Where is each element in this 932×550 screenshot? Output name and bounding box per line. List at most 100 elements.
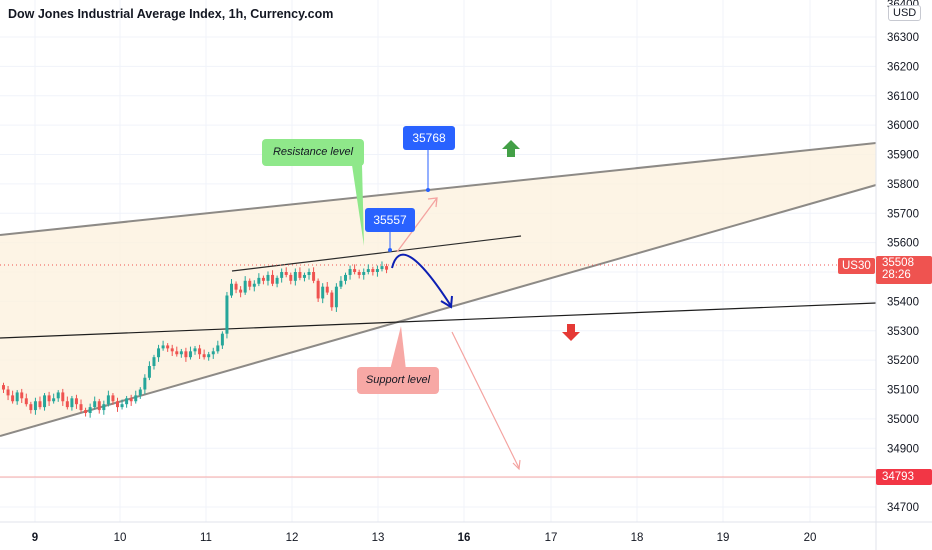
resistance-level-callout[interactable]: Resistance level	[262, 139, 364, 166]
candle-body	[147, 366, 151, 378]
candle-body	[316, 280, 320, 299]
candle-body	[230, 283, 233, 296]
price-tick-label: 35000	[887, 414, 919, 426]
candle-body	[353, 269, 357, 272]
candle-body	[179, 351, 183, 355]
candle-body	[330, 292, 334, 308]
candle-body	[198, 348, 202, 355]
support-level-callout[interactable]: Support level	[357, 367, 439, 394]
candle-body	[143, 377, 147, 390]
candle-body	[321, 286, 325, 299]
price-tick-label: 34900	[887, 443, 919, 455]
candle-body	[243, 280, 247, 293]
candle-body	[15, 392, 19, 402]
candle-body	[88, 407, 92, 413]
candle-body	[357, 272, 361, 275]
candle-body	[216, 345, 220, 352]
candle-body	[339, 280, 343, 287]
price-tick-label: 35200	[887, 355, 919, 367]
candle-body	[325, 286, 329, 293]
candle-body	[47, 395, 51, 402]
time-tick-label: 17	[545, 532, 558, 544]
candle-body	[207, 354, 211, 358]
price-tick-label: 35600	[887, 238, 919, 250]
candle-body	[65, 401, 69, 408]
price-tick-label: 36300	[887, 32, 919, 44]
candle-body	[138, 389, 142, 396]
candle-body	[362, 272, 366, 275]
candle-body	[220, 333, 224, 346]
candle-body	[184, 351, 188, 358]
candle-body	[380, 266, 384, 270]
candle-body	[84, 410, 88, 413]
candle-body	[79, 404, 83, 411]
candle-body	[271, 274, 275, 284]
candles	[2, 261, 389, 418]
candle-body	[307, 272, 311, 275]
currency-label[interactable]: USD	[888, 5, 922, 21]
projection-up-arrow	[396, 197, 438, 253]
price-tick-label: 35700	[887, 208, 919, 220]
candle-body	[257, 277, 261, 284]
candle-body	[24, 398, 28, 405]
candle-body	[334, 286, 338, 308]
symbol-badge[interactable]: US30	[838, 258, 875, 274]
candle-body	[312, 272, 316, 281]
candle-body	[43, 395, 47, 408]
candle-body	[166, 345, 170, 349]
price-tick-label: 35300	[887, 326, 919, 338]
candle-body	[202, 354, 206, 358]
callout-35768-dot	[426, 188, 430, 192]
last-price-box[interactable]: 35508 28:26	[876, 256, 932, 284]
candle-body	[56, 392, 60, 399]
candle-body	[38, 401, 42, 408]
candle-body	[280, 272, 284, 278]
candle-body	[366, 269, 370, 272]
candle-body	[252, 283, 256, 287]
time-tick-label: 9	[32, 532, 38, 544]
candle-body	[284, 272, 288, 275]
projection-down-arrowhead	[512, 459, 521, 471]
channel-lower-line[interactable]	[0, 184, 877, 437]
price-tick-label: 35800	[887, 179, 919, 191]
candle-body	[188, 351, 192, 358]
candle-body	[6, 389, 10, 396]
candle-body	[2, 385, 5, 390]
candle-body	[129, 398, 133, 402]
candle-body	[11, 395, 15, 402]
candle-body	[20, 392, 24, 399]
target-price-box[interactable]: 34793	[876, 469, 932, 485]
candle-body	[152, 357, 156, 366]
chart-title: Dow Jones Industrial Average Index, 1h, …	[8, 7, 334, 21]
time-tick-label: 12	[286, 532, 299, 544]
candle-body	[102, 404, 106, 411]
callout-35768[interactable]: 35768	[403, 126, 455, 150]
candle-body	[161, 345, 165, 349]
support-trendline[interactable]	[0, 302, 877, 339]
up-arrow-icon	[502, 140, 520, 157]
price-tick-label: 36000	[887, 120, 919, 132]
price-tick-label: 36200	[887, 61, 919, 73]
candle-body	[266, 274, 270, 281]
projection-curve-arrowhead	[440, 295, 453, 309]
candle-body	[106, 395, 110, 405]
price-tick-label: 34700	[887, 502, 919, 514]
down-arrow-icon	[562, 324, 580, 341]
candle-body	[120, 404, 124, 408]
candle-body	[193, 348, 197, 352]
callout-35557[interactable]: 35557	[365, 208, 415, 232]
candle-body	[61, 392, 65, 402]
candle-body	[175, 351, 179, 355]
resistance-callout-tail	[352, 165, 364, 246]
channel-upper-line[interactable]	[0, 142, 877, 236]
projection-up-arrowhead	[427, 197, 438, 208]
time-tick-label: 16	[458, 532, 471, 544]
candle-body	[248, 280, 252, 287]
candle-body	[29, 404, 33, 411]
candle-body	[302, 274, 306, 278]
candle-body	[344, 274, 347, 281]
projection-down-arrow	[451, 331, 520, 469]
candle-body	[111, 395, 115, 402]
time-axis[interactable]: 9 10 11 12 13 16 17 18 19 20	[32, 532, 817, 544]
